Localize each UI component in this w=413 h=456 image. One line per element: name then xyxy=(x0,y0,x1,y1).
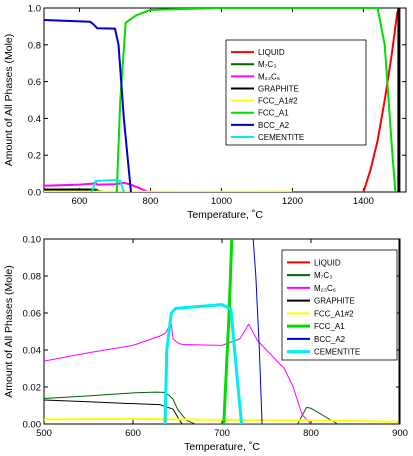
legend-entry-label: GRAPHITE xyxy=(258,84,299,93)
chart-2: 500 600 700 800 900 0.00 0.02 0.04 0.06 0.08 0.10 T… xyxy=(3,235,408,454)
x-tick-label: 800 xyxy=(303,428,319,439)
y-tick-label: 0.06 xyxy=(23,309,42,320)
y-tick-label: 0.02 xyxy=(23,383,42,394)
y-tick-label: 0.00 xyxy=(23,420,42,431)
series-line-cementite xyxy=(163,303,244,424)
y-tick-label: 0.6 xyxy=(28,77,41,88)
legend-entry-label: GRAPHITE xyxy=(314,297,355,306)
x-tick-label: 800 xyxy=(143,196,159,207)
x-tick-label: 1000 xyxy=(211,196,232,207)
legend-entry-label: LIQUID xyxy=(258,48,285,57)
x-tick-label: 700 xyxy=(214,428,230,439)
y-tick-label: 0.4 xyxy=(28,114,41,125)
legend-entry-label: FCC_A1#2 xyxy=(258,97,298,106)
series-line-graphite xyxy=(44,399,183,424)
x-axis-label: Temperature, ˚C xyxy=(184,441,260,453)
y-tick-label: 1.0 xyxy=(28,4,41,15)
legend-entry-label: BCC_A2 xyxy=(258,121,290,130)
x-axis-label: Temperature, ˚C xyxy=(187,209,263,221)
y-axis-label: Amount of All Phases (Mole) xyxy=(3,34,15,166)
series-line-liquid xyxy=(362,8,400,192)
legend-entry-label: FCC_A1#2 xyxy=(314,309,354,318)
y-tick-label: 0.2 xyxy=(28,151,41,162)
series-line-cementite xyxy=(90,179,125,192)
legend-entry-label: FCC_A1 xyxy=(258,109,289,118)
legend: LIQUID M₇C₃ M₂₃C₆ GRAPHITE FCC_A1#2 FCC_A1 BCC… xyxy=(281,249,398,361)
x-tick-label: 1200 xyxy=(282,196,303,207)
legend-entry-label: BCC_A2 xyxy=(314,335,346,344)
legend-entry-label: CEMENTITE xyxy=(314,348,360,357)
legend-entry-label: CEMENTITE xyxy=(258,133,304,142)
x-tick-label: 600 xyxy=(125,428,141,439)
legend-entry-label: LIQUID xyxy=(314,258,341,267)
y-axis-label: Amount of All Phases (Mole) xyxy=(3,265,15,397)
legend-entry-label: M₂₃C₆ xyxy=(314,284,336,293)
y-tick-label: 0.08 xyxy=(23,272,42,283)
x-tick-label: 500 xyxy=(36,428,52,439)
x-tick-label: 900 xyxy=(392,428,408,439)
legend-entry-label: FCC_A1 xyxy=(314,322,345,331)
x-tick-label: 1400 xyxy=(353,196,374,207)
legend: LIQUID M₇C₃ M₂₃C₆ GRAPHITE FCC_A1#2 FCC_A1 BCC… xyxy=(225,39,367,146)
series-line-m-c- xyxy=(44,391,338,424)
x-tick-label: 600 xyxy=(72,196,88,207)
series-lines xyxy=(44,8,401,192)
y-tick-label: 0.8 xyxy=(28,40,41,51)
series-line-bcc-a2 xyxy=(252,239,263,424)
series-line-fcc-a1 xyxy=(222,239,234,424)
series-lines xyxy=(44,239,400,424)
series-line-m-c- xyxy=(44,323,312,424)
legend-entry-label: M₇C₃ xyxy=(258,60,276,69)
series-line-m-c- xyxy=(44,181,151,192)
legend-entry-label: M₂₃C₆ xyxy=(258,72,280,81)
series-line-fcc-a1-2 xyxy=(44,417,400,423)
legend-entry-label: M₇C₃ xyxy=(314,271,332,280)
y-tick-label: 0.0 xyxy=(28,188,41,199)
y-tick-label: 0.04 xyxy=(23,346,42,357)
y-tick-label: 0.10 xyxy=(23,235,42,246)
series-line-bcc-a2 xyxy=(44,18,132,192)
series-line-fcc-a1 xyxy=(115,8,397,192)
chart-1: 600 800 1000 1200 1400 0.0 0.2 0.4 0.6 0.8 1.0 Temp… xyxy=(3,4,407,221)
